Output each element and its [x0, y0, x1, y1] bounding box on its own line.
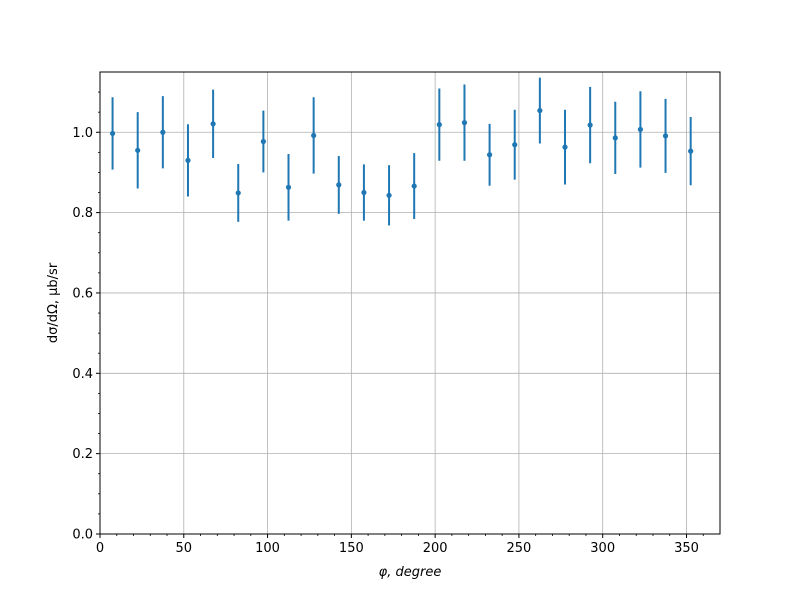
- data-point: [461, 120, 468, 126]
- data-point: [637, 126, 644, 133]
- y-tick-label: 0.4: [72, 367, 93, 382]
- y-tick-label: 0.0: [72, 528, 93, 543]
- data-point: [109, 130, 116, 137]
- y-tick-label: 0.8: [72, 206, 93, 221]
- data-point: [361, 189, 367, 196]
- data-point: [512, 142, 518, 148]
- y-tick-label: 0.6: [72, 286, 93, 301]
- data-point: [311, 132, 317, 139]
- data-point: [662, 133, 669, 139]
- data-point: [612, 135, 618, 141]
- x-tick-label: 100: [255, 541, 280, 556]
- x-tick-label: 300: [590, 541, 615, 556]
- x-tick-label: 150: [339, 541, 364, 556]
- x-axis-label: φ, degree: [379, 565, 442, 580]
- plot-frame: [99, 71, 721, 535]
- data-point: [185, 157, 191, 163]
- data-point: [160, 129, 166, 135]
- data-point: [336, 182, 342, 188]
- data-point: [486, 152, 493, 158]
- data-point: [411, 183, 417, 189]
- x-tick-label: 200: [423, 541, 448, 556]
- data-point: [537, 107, 543, 114]
- grid: [99, 72, 720, 535]
- x-tick-label: 50: [176, 541, 193, 556]
- axis-ticks: 0 50 100 150 200 250 300 350 0.0 0.2 0.4 0.6 0.8 1.0: [72, 91, 704, 556]
- x-tick-label: 350: [674, 541, 699, 556]
- data-point: [436, 122, 442, 128]
- x-tick-label: 0: [96, 541, 104, 556]
- x-tick-label: 250: [507, 541, 532, 556]
- data-point: [386, 192, 392, 198]
- data-point: [688, 148, 694, 154]
- data-point: [235, 190, 241, 196]
- data-series: [109, 77, 694, 226]
- data-point: [587, 122, 593, 128]
- data-point: [260, 138, 266, 145]
- y-tick-label: 1.0: [72, 126, 93, 141]
- data-point: [285, 184, 292, 190]
- data-point: [210, 121, 216, 127]
- data-point: [135, 147, 141, 153]
- y-axis-label: dσ/dΩ, μb/sr: [46, 262, 61, 343]
- y-tick-label: 0.2: [72, 447, 93, 462]
- data-point: [562, 144, 568, 150]
